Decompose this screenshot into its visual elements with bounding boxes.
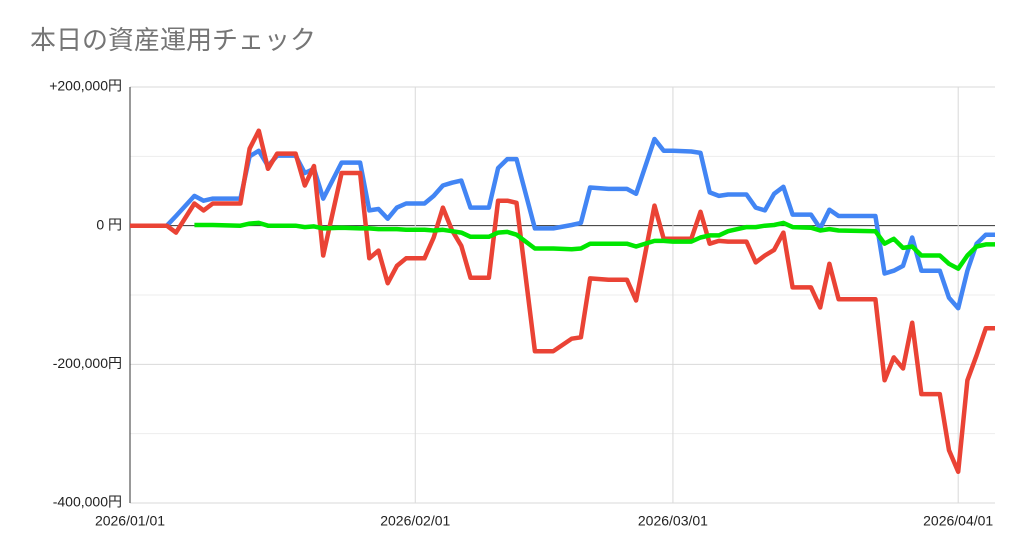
chart-title: 本日の資産運用チェック	[30, 25, 316, 55]
x-tick-label: 2026/04/01	[923, 513, 993, 529]
series-line	[194, 220, 995, 271]
x-tick-label: 2026/03/01	[638, 513, 708, 529]
y-tick-label: 0 円	[96, 216, 122, 232]
y-tick-label: -200,000円	[53, 355, 122, 371]
y-tick-label: -400,000円	[53, 494, 122, 510]
x-tick-label: 2026/02/01	[380, 513, 450, 529]
y-tick-label: +200,000円	[49, 78, 122, 94]
x-tick-label: 2026/01/01	[95, 513, 165, 529]
series-line	[130, 128, 995, 475]
